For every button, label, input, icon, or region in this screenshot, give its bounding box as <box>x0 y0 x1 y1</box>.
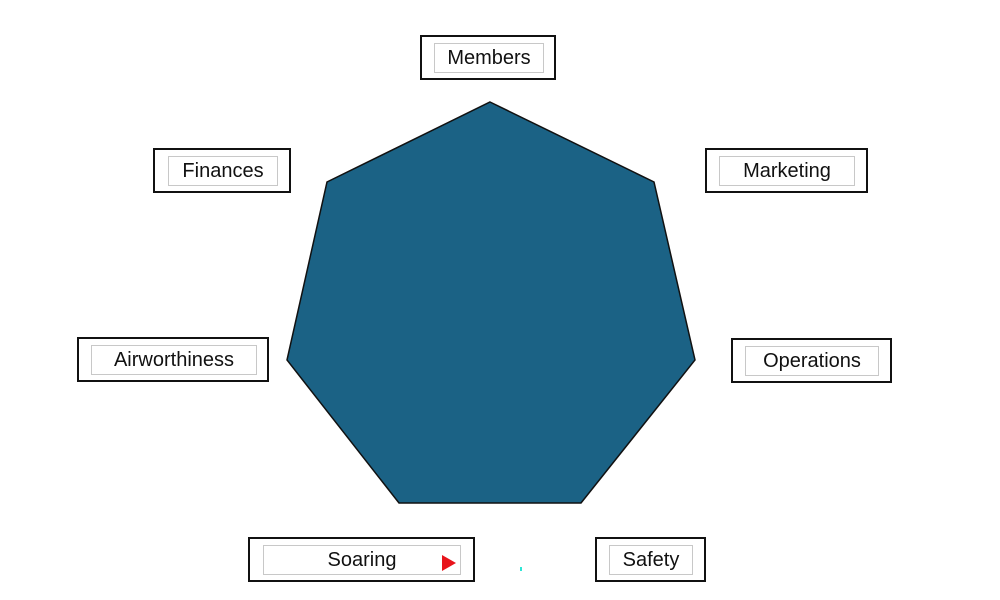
finances-label: Finances <box>182 159 264 182</box>
marketing-label-box[interactable]: Marketing <box>705 148 868 193</box>
soaring-label: Soaring <box>327 548 397 571</box>
safety-label: Safety <box>622 548 680 571</box>
marketing-label: Marketing <box>743 159 831 182</box>
heptagon-shape <box>286 101 696 504</box>
airworthiness-label: Airworthiness <box>113 348 235 371</box>
airworthiness-label-box[interactable]: Airworthiness <box>77 337 269 382</box>
members-label-box[interactable]: Members <box>420 35 556 80</box>
soaring-label-box[interactable]: Soaring <box>248 537 475 582</box>
operations-label-box[interactable]: Operations <box>731 338 892 383</box>
soaring-label-inner: Soaring <box>263 545 461 575</box>
stray-mark <box>520 567 522 571</box>
airworthiness-label-inner: Airworthiness <box>91 345 257 375</box>
operations-label: Operations <box>763 349 861 372</box>
marketing-label-inner: Marketing <box>719 156 855 186</box>
members-label: Members <box>447 46 531 69</box>
finances-label-box[interactable]: Finances <box>153 148 291 193</box>
finances-label-inner: Finances <box>168 156 278 186</box>
members-label-inner: Members <box>434 43 544 73</box>
safety-label-inner: Safety <box>609 545 693 575</box>
safety-label-box[interactable]: Safety <box>595 537 706 582</box>
play-icon[interactable] <box>442 555 456 571</box>
operations-label-inner: Operations <box>745 346 879 376</box>
